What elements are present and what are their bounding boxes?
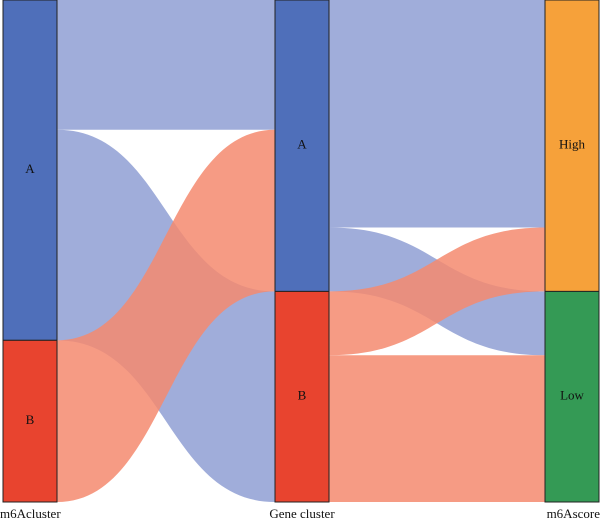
- column-label: Gene cluster: [269, 506, 335, 521]
- node-label: High: [559, 137, 586, 152]
- flow: [57, 129, 275, 502]
- node: [2, 0, 58, 341]
- node-label: Low: [560, 388, 584, 403]
- node: [274, 0, 330, 292]
- flow: [329, 227, 545, 356]
- flow: [329, 0, 545, 228]
- flow: [329, 355, 545, 502]
- column-label: m6Acluster: [0, 506, 61, 521]
- node: [274, 290, 330, 503]
- node-label: B: [298, 388, 307, 403]
- node-label: A: [25, 161, 35, 176]
- flow: [57, 0, 275, 130]
- node: [544, 290, 600, 503]
- node-label: A: [297, 137, 307, 152]
- node-label: B: [26, 412, 35, 427]
- column-label: m6Ascore: [547, 506, 600, 521]
- node: [2, 339, 58, 503]
